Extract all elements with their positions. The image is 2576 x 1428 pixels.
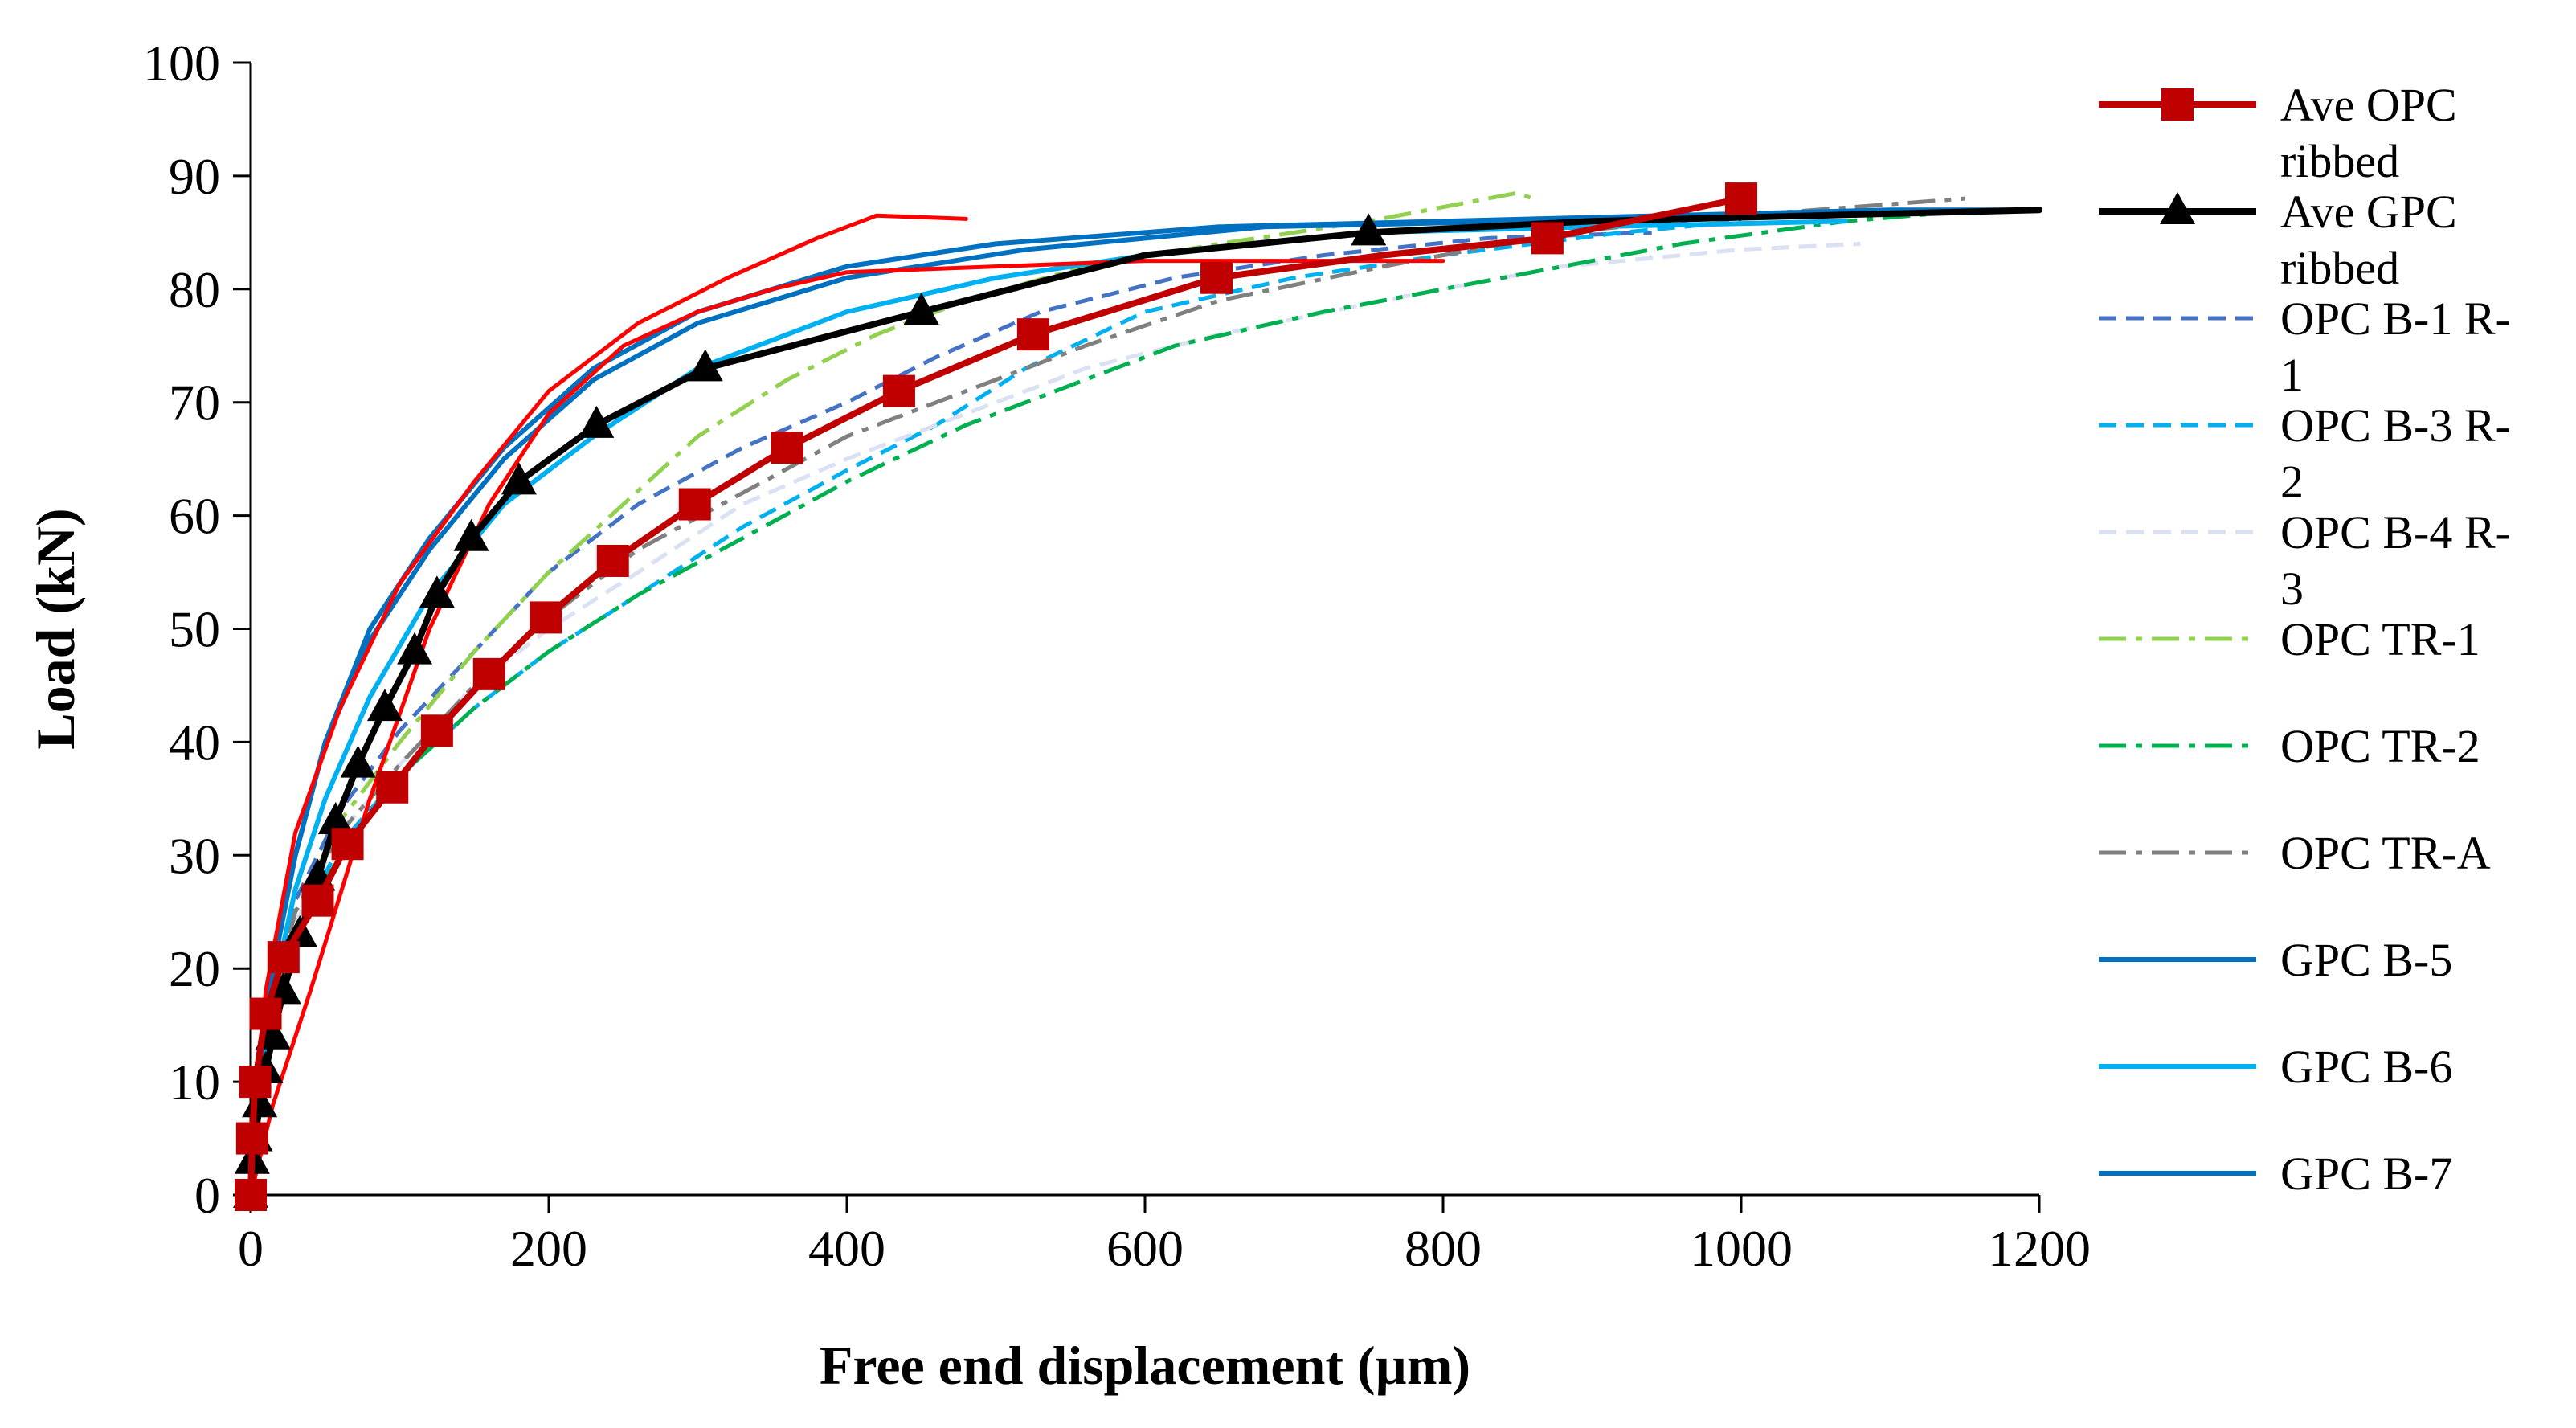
data-marker xyxy=(596,544,629,577)
legend-label: GPC B-5 xyxy=(2280,934,2452,986)
series-line xyxy=(248,259,1445,1197)
data-marker xyxy=(340,745,376,778)
legend-entry: OPC B-3 R-2 xyxy=(2099,399,2511,508)
data-marker xyxy=(1351,213,1387,246)
y-tick-label: 90 xyxy=(169,148,220,205)
legend-entry: OPC TR-1 xyxy=(2099,613,2480,665)
x-tick-label: 600 xyxy=(1106,1220,1184,1277)
legend-entry: OPC B-4 R-3 xyxy=(2099,506,2511,615)
legend-label: OPC TR-1 xyxy=(2280,613,2480,665)
series-line xyxy=(248,190,1534,1196)
y-tick-label: 70 xyxy=(169,374,220,432)
y-tick-label: 0 xyxy=(194,1167,220,1224)
x-tick-label: 0 xyxy=(238,1220,264,1277)
series-line xyxy=(248,213,968,1197)
data-marker xyxy=(239,1066,272,1099)
legend-entry: GPC B-5 xyxy=(2099,934,2452,986)
legend-label: ribbed xyxy=(2280,242,2399,294)
x-tick-label: 800 xyxy=(1405,1220,1482,1277)
legend-entry: OPC B-1 R-1 xyxy=(2099,293,2511,401)
legend-entry: GPC B-6 xyxy=(2099,1041,2452,1093)
data-marker xyxy=(397,632,433,665)
legend-marker xyxy=(2160,192,2195,224)
y-tick-label: 20 xyxy=(169,940,220,997)
x-tick-label: 400 xyxy=(808,1220,885,1277)
x-tick-label: 200 xyxy=(510,1220,587,1277)
legend-label: OPC TR-2 xyxy=(2280,720,2480,772)
legend-label: OPC TR-A xyxy=(2280,827,2491,879)
legend-label: GPC B-7 xyxy=(2280,1148,2452,1200)
data-marker xyxy=(771,432,803,464)
legend-label: 2 xyxy=(2280,456,2304,508)
series-0 xyxy=(235,182,1757,1211)
y-tick-label: 40 xyxy=(169,714,220,771)
data-marker xyxy=(678,488,711,521)
series-layer xyxy=(233,182,2042,1211)
legend-label: 3 xyxy=(2280,563,2304,615)
legend-label: Ave OPC xyxy=(2280,79,2457,131)
series-12 xyxy=(248,259,1445,1197)
data-marker xyxy=(1725,182,1757,215)
x-tick-label: 1000 xyxy=(1690,1220,1793,1277)
data-marker xyxy=(453,518,489,551)
legend-entry: OPC TR-A xyxy=(2099,827,2491,879)
legend-label: GPC B-6 xyxy=(2280,1041,2452,1093)
legend-label: OPC B-4 R- xyxy=(2280,506,2511,559)
data-marker xyxy=(420,714,453,747)
y-tick-label: 60 xyxy=(169,488,220,545)
data-marker xyxy=(331,828,364,861)
data-marker xyxy=(249,997,282,1030)
data-marker xyxy=(903,292,939,325)
data-marker xyxy=(1016,318,1049,351)
series-2 xyxy=(248,230,1652,1196)
legend-entry: GPC B-7 xyxy=(2099,1148,2452,1200)
legend-label: OPC B-1 R- xyxy=(2280,293,2511,345)
x-axis-title: Free end displacement (µm) xyxy=(820,1335,1470,1396)
data-marker xyxy=(530,601,562,634)
data-marker xyxy=(265,972,301,1005)
data-marker xyxy=(579,405,615,438)
y-tick-label: 30 xyxy=(169,827,220,884)
data-marker xyxy=(301,884,334,917)
series-line xyxy=(248,207,2042,1197)
legend-entry: OPC TR-2 xyxy=(2099,720,2480,772)
data-marker xyxy=(267,941,300,974)
legend-label: OPC B-3 R- xyxy=(2280,399,2511,452)
legend-label: Ave GPC xyxy=(2280,186,2457,238)
data-marker xyxy=(419,575,455,608)
series-10 xyxy=(248,207,2042,1197)
data-marker xyxy=(501,462,537,495)
legend-label: 1 xyxy=(2280,349,2304,401)
series-11 xyxy=(248,213,968,1197)
data-marker xyxy=(317,802,354,835)
y-tick-label: 80 xyxy=(169,261,220,318)
x-tick-label: 1200 xyxy=(1988,1220,2091,1277)
series-line xyxy=(248,230,1652,1196)
data-marker xyxy=(882,374,915,407)
data-marker xyxy=(366,689,403,722)
y-tick-label: 50 xyxy=(169,601,220,658)
data-marker xyxy=(687,349,723,382)
data-marker xyxy=(472,657,505,690)
data-marker xyxy=(235,1122,268,1155)
data-marker xyxy=(1200,261,1233,294)
y-axis-title: Load (kN) xyxy=(25,508,86,749)
data-marker xyxy=(376,771,409,804)
data-marker xyxy=(1531,222,1564,255)
legend-label: ribbed xyxy=(2280,135,2399,187)
y-tick-label: 10 xyxy=(169,1054,220,1111)
y-tick-label: 100 xyxy=(143,35,220,92)
legend-marker xyxy=(2161,88,2194,121)
series-5 xyxy=(248,190,1534,1196)
data-marker xyxy=(235,1179,267,1211)
